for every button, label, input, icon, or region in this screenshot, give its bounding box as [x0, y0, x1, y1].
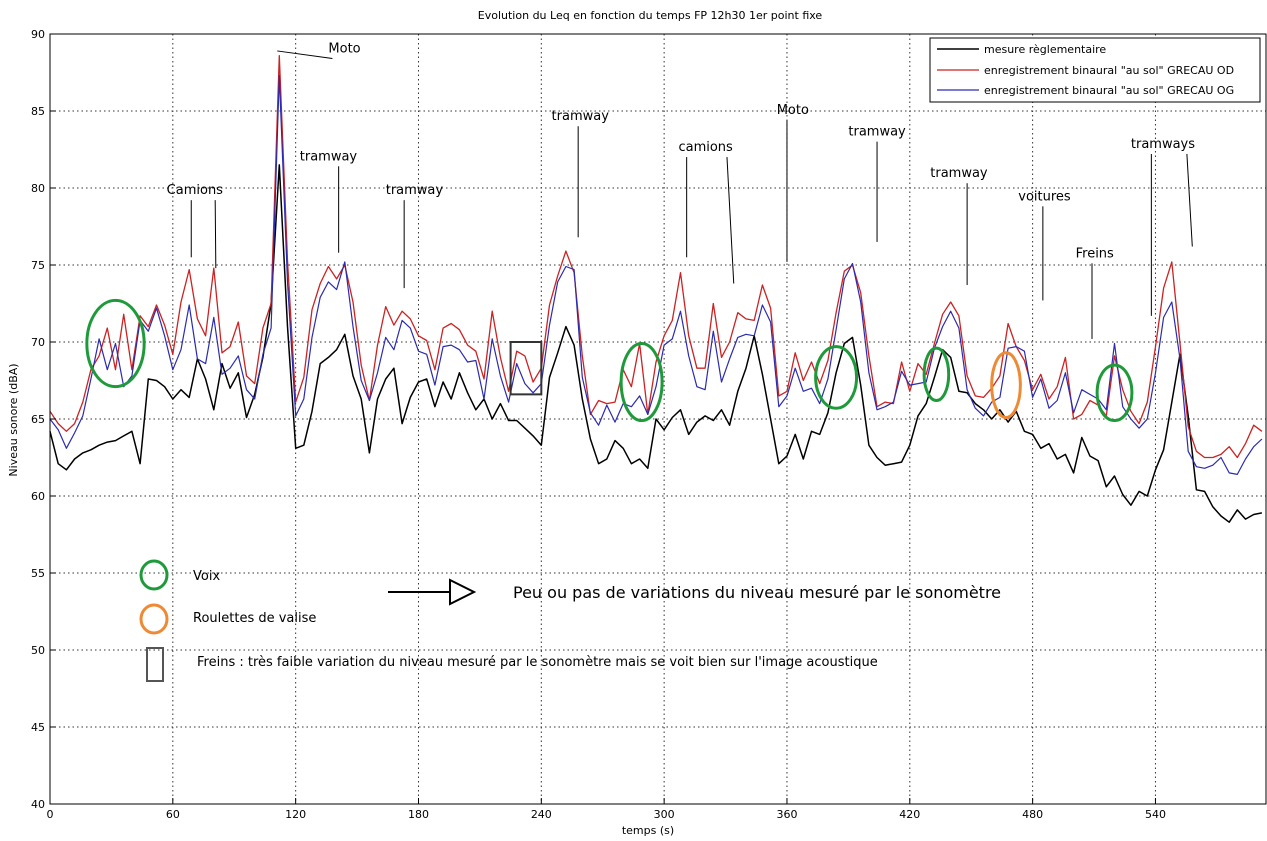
- y-tick-label: 55: [31, 567, 45, 580]
- arrow-right-icon: [388, 578, 477, 606]
- annotation-label: voitures: [1018, 189, 1071, 204]
- y-axis-label: Niveau sonore (dBA): [7, 363, 20, 476]
- x-tick-label: 360: [776, 808, 797, 821]
- annotation-label: Moto: [777, 103, 809, 118]
- marker-ellipse: [1095, 363, 1134, 423]
- series-line-2: [49, 74, 1263, 475]
- annotation-label: tramways: [1131, 137, 1195, 152]
- markers: [85, 298, 1134, 423]
- legend: mesure règlementaire enregistrement bina…: [929, 37, 1261, 103]
- legend-label-0: mesure règlementaire: [984, 43, 1106, 56]
- annotation-label: tramway: [386, 183, 444, 198]
- legend-box: [929, 37, 1261, 103]
- roulettes-key-label: Roulettes de valise: [193, 611, 316, 626]
- y-tick-label: 80: [31, 182, 45, 195]
- x-tick-label: 300: [654, 808, 675, 821]
- y-tick-label: 50: [31, 644, 45, 657]
- x-tick-label: 540: [1145, 808, 1166, 821]
- x-tick-label: 60: [166, 808, 180, 821]
- series-line-0: [49, 164, 1263, 523]
- annotations: Camions Moto tramway tramway tramway camions M…: [167, 41, 1195, 339]
- y-tick-label: 75: [31, 259, 45, 272]
- x-tick-label: 120: [285, 808, 306, 821]
- annotation-label: tramway: [930, 166, 988, 181]
- marker-ellipse: [990, 351, 1022, 419]
- series-lines: [49, 54, 1263, 523]
- annotation-label: tramway: [552, 109, 610, 124]
- marker-ellipse: [619, 342, 664, 423]
- annotation-arrow: [726, 157, 735, 284]
- roulettes-key-circle: [139, 603, 169, 635]
- grid-lines: [50, 34, 1266, 804]
- legend-label-1: enregistrement binaural "au sol" GRECAU …: [984, 64, 1234, 77]
- freins-key-rect: [146, 647, 164, 682]
- x-tick-label: 240: [531, 808, 552, 821]
- annotation-label: tramway: [848, 125, 906, 140]
- annotation-label: Freins: [1076, 246, 1114, 261]
- annotation-arrow: [277, 50, 333, 59]
- y-tick-label: 85: [31, 105, 45, 118]
- x-tick-label: 0: [47, 808, 54, 821]
- marker-ellipse: [85, 298, 146, 389]
- voix-key-circle: [139, 559, 169, 591]
- annotation-arrow: [1186, 153, 1193, 247]
- annotation-label: camions: [678, 140, 733, 155]
- x-tick-label: 480: [1022, 808, 1043, 821]
- marker-ellipse: [814, 345, 859, 410]
- annotation-label: Camions: [167, 183, 224, 198]
- marker-key: Voix Roulettes de valise Freins : très f…: [139, 559, 1001, 682]
- y-tick-label: 40: [31, 798, 45, 811]
- marker-ellipse: [922, 346, 951, 403]
- y-tick-label: 45: [31, 721, 45, 734]
- y-tick-label: 60: [31, 490, 45, 503]
- note-text: Peu ou pas de variations du niveau mesur…: [513, 583, 1001, 602]
- marker-rect: [509, 341, 543, 396]
- y-tick-label: 70: [31, 336, 45, 349]
- annotation-arrow: [214, 200, 217, 269]
- y-tick-label: 90: [31, 28, 45, 41]
- x-tick-label: 180: [408, 808, 429, 821]
- x-axis-label: temps (s): [622, 824, 674, 837]
- voix-key-label: Voix: [193, 569, 220, 584]
- freins-key-label: Freins : très faible variation du niveau…: [197, 655, 878, 670]
- y-tick-label: 65: [31, 413, 45, 426]
- chart-title: Evolution du Leq en fonction du temps FP…: [478, 9, 823, 22]
- x-tick-label: 420: [899, 808, 920, 821]
- series-line-1: [49, 54, 1263, 459]
- ticks: 40 45 50 55 60 65 70 75 80 85 90 0 60 120 180 240 300 360…: [31, 28, 1166, 821]
- legend-label-2: enregistrement binaural "au sol" GRECAU …: [984, 84, 1234, 97]
- annotation-label: tramway: [300, 149, 358, 164]
- annotation-label: Moto: [328, 41, 360, 56]
